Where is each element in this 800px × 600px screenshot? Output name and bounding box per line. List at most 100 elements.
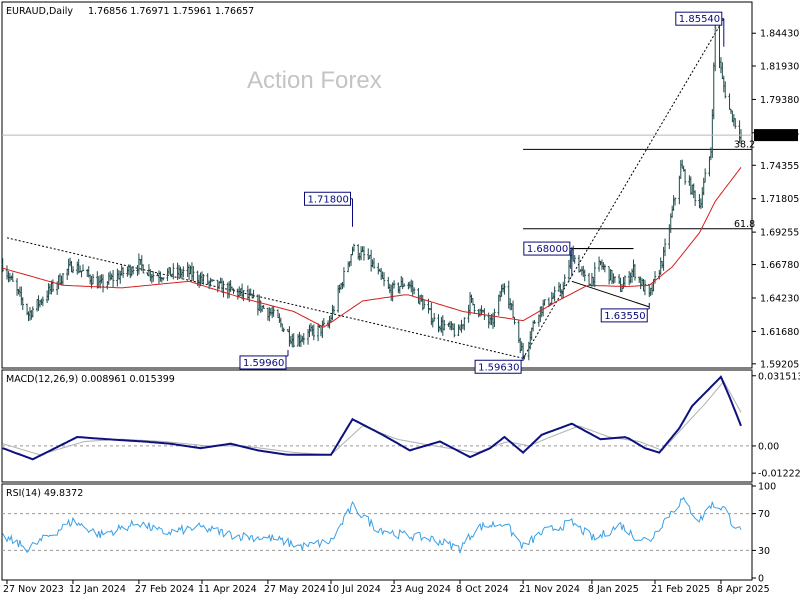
price-bar bbox=[131, 266, 135, 275]
price-bar bbox=[1, 258, 4, 273]
date-tick-label: 27 Feb 2024 bbox=[135, 584, 194, 595]
price-bar bbox=[563, 274, 566, 287]
price-bar bbox=[433, 313, 436, 322]
date-tick-label: 8 Jan 2025 bbox=[588, 584, 639, 595]
price-bar bbox=[162, 277, 165, 281]
price-bar bbox=[232, 288, 235, 294]
current-price-tag bbox=[754, 129, 798, 142]
moving-average-line bbox=[2, 167, 742, 328]
date-tick-label: 8 Oct 2024 bbox=[456, 584, 509, 595]
price-tick-label: 1.81930 bbox=[760, 61, 799, 72]
price-bar bbox=[192, 266, 195, 282]
price-bar bbox=[272, 305, 275, 317]
date-tick-label: 21 Nov 2024 bbox=[519, 584, 580, 595]
price-bar bbox=[332, 305, 336, 315]
price-bar bbox=[11, 272, 14, 282]
date-tick-label: 8 Apr 2025 bbox=[717, 584, 770, 595]
price-bar bbox=[242, 290, 245, 302]
rsi-axis: 100 70 30 0 bbox=[752, 482, 776, 585]
price-bar bbox=[282, 327, 285, 333]
macd-tick-label: 0.031513 bbox=[758, 371, 800, 382]
price-bar bbox=[593, 262, 596, 288]
price-tick-label: 1.66780 bbox=[760, 260, 799, 271]
swing-label: 1.63550 bbox=[604, 311, 645, 322]
price-tick-label: 1.84430 bbox=[760, 29, 799, 40]
header-ohlc: 1.76856 1.76971 1.75961 1.76657 bbox=[88, 6, 254, 17]
price-bar bbox=[21, 297, 24, 311]
price-tick-label: 1.74355 bbox=[760, 161, 799, 172]
price-bar bbox=[713, 23, 717, 72]
price-bar bbox=[633, 263, 637, 281]
price-bar bbox=[553, 286, 556, 302]
price-bar bbox=[483, 308, 486, 321]
fib-level-label: 61.8 bbox=[734, 219, 755, 230]
price-bar bbox=[292, 333, 295, 348]
swing-label-box bbox=[303, 191, 351, 206]
price-bar bbox=[172, 263, 175, 280]
rsi-title: RSI(14) 49.8372 bbox=[6, 488, 83, 499]
price-bar bbox=[41, 296, 45, 307]
date-axis: 27 Nov 2023 12 Jan 2024 27 Feb 2024 11 Apr … bbox=[3, 580, 770, 595]
price-bar bbox=[473, 304, 476, 314]
swing-label: 1.71800 bbox=[307, 194, 348, 205]
price-bar bbox=[91, 273, 95, 285]
price-bar bbox=[503, 283, 506, 295]
price-bar bbox=[322, 318, 326, 326]
price-bar bbox=[653, 271, 657, 284]
macd-layer bbox=[2, 375, 752, 461]
date-tick-label: 21 Feb 2025 bbox=[651, 584, 710, 595]
price-bar bbox=[724, 81, 727, 99]
price-tick-label: 1.59205 bbox=[760, 359, 799, 370]
price-bar bbox=[202, 273, 205, 285]
price-bar bbox=[402, 283, 406, 287]
current-price-label: 1.76657 bbox=[758, 131, 797, 142]
price-bar bbox=[543, 299, 546, 306]
price-bar bbox=[663, 238, 667, 257]
swing-label-box bbox=[474, 359, 522, 374]
price-bar bbox=[372, 257, 376, 269]
price-bar bbox=[453, 323, 456, 338]
date-tick-label: 27 May 2024 bbox=[264, 584, 326, 595]
price-bar bbox=[342, 267, 346, 288]
dashed-trendline bbox=[6, 237, 524, 359]
price-bar bbox=[422, 299, 426, 309]
macd-axis: 0.031513 0.00 -0.012223 bbox=[752, 371, 800, 480]
price-bar bbox=[312, 324, 315, 341]
price-bar bbox=[302, 333, 305, 345]
price-bar bbox=[603, 264, 607, 273]
price-tick-label: 1.64230 bbox=[760, 293, 799, 304]
price-bar bbox=[71, 266, 75, 274]
date-tick-label: 11 Apr 2024 bbox=[198, 584, 257, 595]
price-bar bbox=[31, 306, 35, 318]
price-bar bbox=[252, 289, 255, 299]
price-bar bbox=[533, 319, 536, 324]
price-bar bbox=[262, 305, 265, 309]
price-bar bbox=[734, 118, 737, 129]
date-tick-label: 12 Jan 2024 bbox=[69, 584, 126, 595]
swing-label-box bbox=[675, 11, 723, 26]
swing-label: 1.85540 bbox=[679, 14, 720, 25]
rsi-tick-label: 0 bbox=[758, 574, 764, 585]
price-bar bbox=[141, 264, 145, 274]
price-bar bbox=[182, 266, 185, 278]
date-tick-label: 23 Aug 2024 bbox=[390, 584, 451, 595]
price-tick-label: 1.71805 bbox=[760, 194, 799, 205]
price-tick-label: 1.79380 bbox=[760, 95, 799, 106]
price-bar bbox=[392, 280, 396, 289]
price-bar bbox=[493, 308, 496, 328]
swing-label-box bbox=[600, 308, 648, 323]
macd-line bbox=[2, 375, 742, 461]
price-bar bbox=[443, 319, 446, 331]
price-bar bbox=[583, 269, 586, 282]
price-layer: 38.2 61.8 1.76657 1.85540 1.71800 1.68000 1.63… bbox=[1, 11, 798, 374]
rsi-tick-label: 70 bbox=[758, 509, 770, 520]
price-bar bbox=[382, 272, 386, 287]
macd-tick-label: -0.012223 bbox=[758, 469, 800, 480]
macd-title: MACD(12,26,9) 0.008961 0.015399 bbox=[6, 374, 175, 385]
price-bar bbox=[643, 279, 647, 296]
swing-label: 1.59960 bbox=[243, 358, 284, 369]
price-bar bbox=[703, 168, 707, 183]
price-bar bbox=[61, 273, 65, 286]
